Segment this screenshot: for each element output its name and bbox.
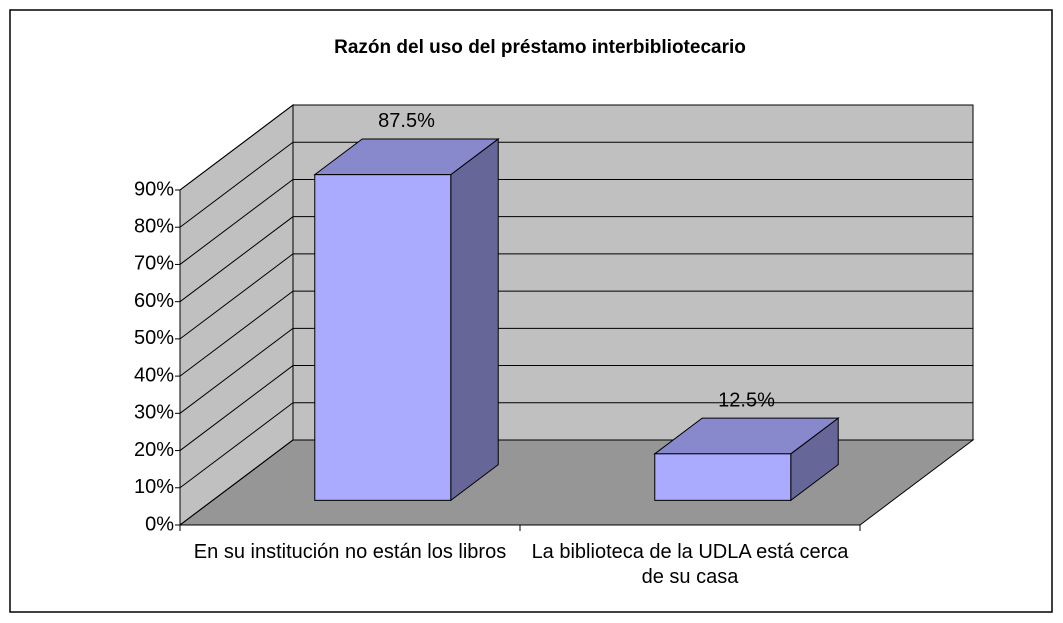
grid-line: [179, 402, 973, 489]
y-tick-label: 20%: [134, 439, 174, 461]
data-label: 87.5%: [378, 110, 435, 132]
grid-line: [179, 104, 973, 191]
grid-line: [179, 178, 973, 265]
bar-side: [450, 137, 499, 502]
y-tick-label: 60%: [134, 290, 174, 312]
grid-line: [179, 253, 973, 340]
bar: [654, 453, 792, 501]
y-tick-label: 70%: [134, 253, 174, 275]
grid-line: [179, 290, 973, 377]
y-tick-label: 80%: [134, 216, 174, 238]
y-tick-label: 50%: [134, 327, 174, 349]
floor: [178, 439, 975, 526]
y-tick-label: 0%: [145, 513, 174, 535]
y-tick-label: 90%: [134, 178, 174, 200]
bar: [314, 174, 452, 501]
chart-title: Razón del uso del préstamo interbibliote…: [334, 37, 746, 58]
grid-line: [179, 327, 973, 414]
data-label: 12.5%: [718, 389, 775, 411]
x-tick-label: La biblioteca de la UDLA está cerca de s…: [531, 541, 849, 588]
y-tick-label: 40%: [134, 364, 174, 386]
grid-line: [179, 216, 973, 303]
x-tick-label: En su institución no están los libros: [193, 541, 507, 563]
grid-line: [179, 365, 973, 451]
y-tick-label: 10%: [134, 476, 174, 498]
grid-line: [179, 141, 973, 228]
y-tick-label: 30%: [134, 402, 174, 424]
